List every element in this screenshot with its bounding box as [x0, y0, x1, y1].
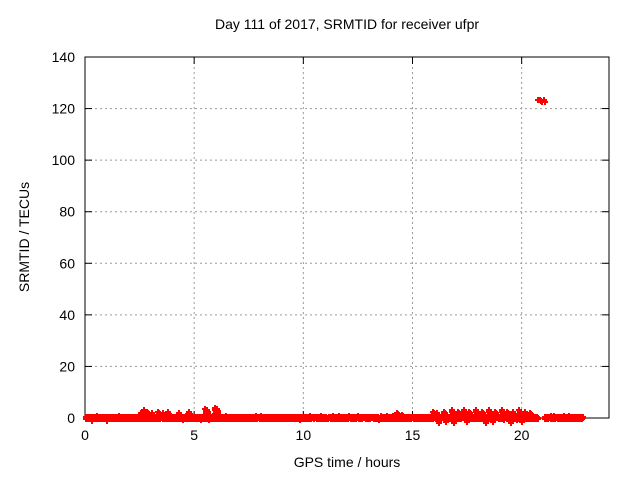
- data-points-srmtid: [83, 97, 586, 426]
- y-tick-label: 140: [52, 49, 76, 65]
- y-tick-label: 80: [59, 204, 75, 220]
- x-tick-label: 0: [81, 427, 89, 443]
- y-tick-label: 20: [59, 358, 75, 374]
- x-tick-label: 15: [405, 427, 421, 443]
- y-axis-label: SRMTID / TECUs: [16, 181, 32, 293]
- x-tick-label: 10: [296, 427, 312, 443]
- x-tick-label: 20: [514, 427, 530, 443]
- y-tick-label: 120: [52, 101, 76, 117]
- x-tick-label: 5: [190, 427, 198, 443]
- chart-title: Day 111 of 2017, SRMTID for receiver ufp…: [214, 16, 480, 32]
- plot-border: [84, 56, 610, 419]
- y-tick-label: 0: [67, 410, 75, 426]
- y-tick-label: 60: [59, 255, 75, 271]
- x-axis-label: GPS time / hours: [293, 454, 401, 470]
- y-tick-label: 40: [59, 307, 75, 323]
- y-tick-label: 100: [52, 152, 76, 168]
